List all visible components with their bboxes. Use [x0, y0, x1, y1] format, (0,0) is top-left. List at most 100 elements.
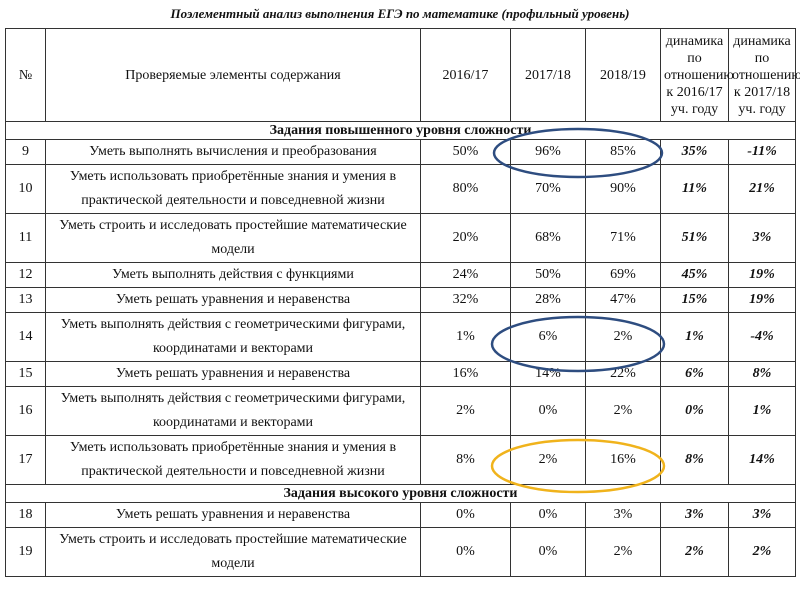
value-cell: 50%: [510, 262, 586, 288]
section-row: Задания высокого уровня сложности: [5, 484, 796, 503]
value-cell: 2%: [660, 527, 729, 577]
value-cell: 11%: [660, 164, 729, 214]
results-table: № Проверяемые элементы содержания 2016/17 2…: [5, 28, 800, 577]
data-row: 14 Уметь выполнять действия с геометричес…: [5, 312, 796, 362]
number-cell: 11: [5, 213, 46, 263]
value-cell: 1%: [420, 312, 511, 362]
value-cell: 3%: [660, 502, 729, 528]
value-cell: 15%: [660, 287, 729, 313]
value-cell: 1%: [660, 312, 729, 362]
data-row: 18 Уметь решать уравнения и неравенства 0%…: [5, 502, 796, 528]
value-cell: 14%: [728, 435, 796, 485]
element-cell: Уметь выполнять действия с геометрически…: [45, 386, 421, 436]
header-cell: динамика по отношению к 2016/17 уч. году: [660, 28, 734, 122]
element-cell: Уметь выполнять действия с геометрически…: [45, 312, 421, 362]
value-cell: 69%: [585, 262, 661, 288]
header-cell: Проверяемые элементы содержания: [45, 28, 421, 122]
value-cell: 0%: [420, 527, 511, 577]
element-cell: Уметь выполнять действия с функциями: [45, 262, 421, 288]
value-cell: 28%: [510, 287, 586, 313]
value-cell: 16%: [420, 361, 511, 387]
number-cell: 14: [5, 312, 46, 362]
element-cell: Уметь решать уравнения и неравенства: [45, 502, 421, 528]
value-cell: 2%: [585, 527, 661, 577]
value-cell: 2%: [728, 527, 796, 577]
value-cell: 96%: [510, 139, 586, 165]
value-cell: 0%: [510, 502, 586, 528]
data-row: 12 Уметь выполнять действия с функциями 24…: [5, 262, 796, 288]
value-cell: 71%: [585, 213, 661, 263]
number-cell: 19: [5, 527, 46, 577]
value-cell: 3%: [728, 213, 796, 263]
section-title: Задания повышенного уровня сложности: [5, 121, 796, 140]
number-cell: 16: [5, 386, 46, 436]
value-cell: 24%: [420, 262, 511, 288]
number-cell: 15: [5, 361, 46, 387]
value-cell: 8%: [728, 361, 796, 387]
element-cell: Уметь использовать приобретённые знания …: [45, 435, 421, 485]
data-row: 10 Уметь использовать приобретённые знани…: [5, 164, 796, 214]
value-cell: 8%: [420, 435, 511, 485]
value-cell: 20%: [420, 213, 511, 263]
data-row: 19 Уметь строить и исследовать простейшие…: [5, 527, 796, 577]
value-cell: 21%: [728, 164, 796, 214]
number-cell: 9: [5, 139, 46, 165]
header-row: № Проверяемые элементы содержания 2016/17 2…: [5, 28, 800, 122]
value-cell: 3%: [728, 502, 796, 528]
value-cell: 32%: [420, 287, 511, 313]
number-cell: 10: [5, 164, 46, 214]
value-cell: 1%: [728, 386, 796, 436]
value-cell: 2%: [420, 386, 511, 436]
element-cell: Уметь использовать приобретённые знания …: [45, 164, 421, 214]
section-row: Задания повышенного уровня сложности: [5, 121, 796, 140]
value-cell: 19%: [728, 287, 796, 313]
data-row: 9 Уметь выполнять вычисления и преобразов…: [5, 139, 796, 165]
element-cell: Уметь выполнять вычисления и преобразова…: [45, 139, 421, 165]
value-cell: 2%: [510, 435, 586, 485]
value-cell: 70%: [510, 164, 586, 214]
table-body: Задания повышенного уровня сложности 9 Уме…: [5, 121, 796, 577]
value-cell: 0%: [510, 386, 586, 436]
number-cell: 12: [5, 262, 46, 288]
data-row: 15 Уметь решать уравнения и неравенства 16…: [5, 361, 796, 387]
header-cell: динамика по отношению к 2017/18 уч. году: [728, 28, 800, 122]
value-cell: 0%: [420, 502, 511, 528]
header-cell: 2018/19: [585, 28, 661, 122]
number-cell: 13: [5, 287, 46, 313]
value-cell: 6%: [510, 312, 586, 362]
header-cell: 2016/17: [420, 28, 511, 122]
value-cell: -11%: [728, 139, 796, 165]
value-cell: 90%: [585, 164, 661, 214]
value-cell: 2%: [585, 386, 661, 436]
value-cell: 50%: [420, 139, 511, 165]
data-row: 16 Уметь выполнять действия с геометричес…: [5, 386, 796, 436]
value-cell: 16%: [585, 435, 661, 485]
value-cell: 14%: [510, 361, 586, 387]
element-cell: Уметь строить и исследовать простейшие м…: [45, 213, 421, 263]
value-cell: 0%: [510, 527, 586, 577]
number-cell: 17: [5, 435, 46, 485]
header-cell: 2017/18: [510, 28, 586, 122]
value-cell: 35%: [660, 139, 729, 165]
value-cell: 6%: [660, 361, 729, 387]
value-cell: 22%: [585, 361, 661, 387]
data-row: 13 Уметь решать уравнения и неравенства 32…: [5, 287, 796, 313]
value-cell: 0%: [660, 386, 729, 436]
element-cell: Уметь решать уравнения и неравенства: [45, 361, 421, 387]
value-cell: 3%: [585, 502, 661, 528]
section-title: Задания высокого уровня сложности: [5, 484, 796, 503]
element-cell: Уметь решать уравнения и неравенства: [45, 287, 421, 313]
value-cell: 68%: [510, 213, 586, 263]
value-cell: 51%: [660, 213, 729, 263]
data-row: 11 Уметь строить и исследовать простейшие…: [5, 213, 796, 263]
value-cell: 2%: [585, 312, 661, 362]
value-cell: 19%: [728, 262, 796, 288]
value-cell: 47%: [585, 287, 661, 313]
header-cell: №: [5, 28, 46, 122]
element-cell: Уметь строить и исследовать простейшие м…: [45, 527, 421, 577]
value-cell: -4%: [728, 312, 796, 362]
value-cell: 80%: [420, 164, 511, 214]
number-cell: 18: [5, 502, 46, 528]
value-cell: 85%: [585, 139, 661, 165]
